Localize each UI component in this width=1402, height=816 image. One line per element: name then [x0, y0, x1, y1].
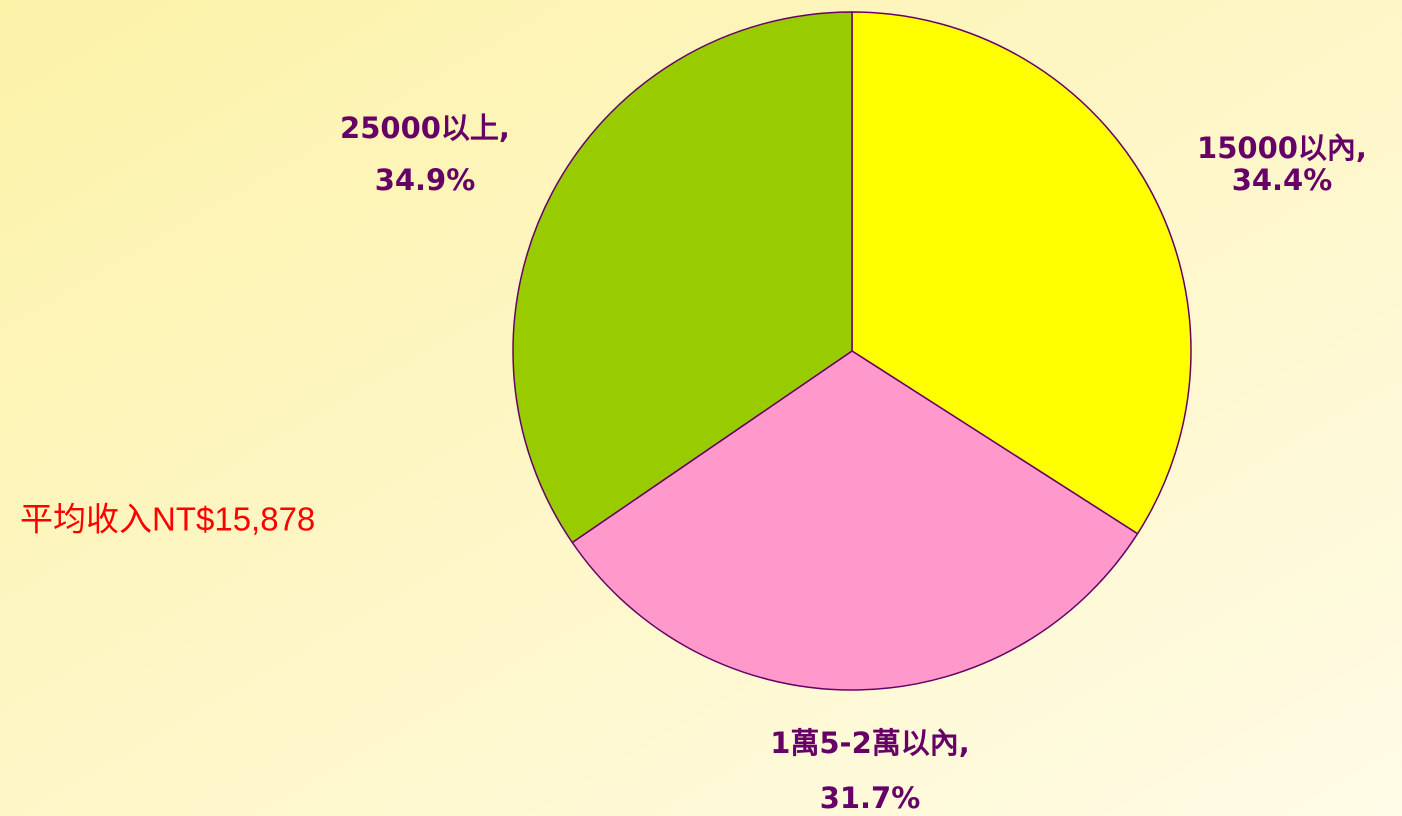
- slice-value-label: 34.9%: [375, 163, 476, 197]
- pie-slice: [512, 11, 853, 544]
- slice-label: 25000以上,: [340, 111, 510, 145]
- slice-value-label: 34.4%: [1232, 163, 1333, 197]
- slice-label: 15000以內,: [1197, 131, 1367, 165]
- annotation: 平均收入NT$15,878: [20, 501, 315, 538]
- slice-value-label: 31.7%: [820, 781, 921, 815]
- pie-slice: [851, 11, 1192, 535]
- pie-slice: [571, 350, 1139, 691]
- slice-label: 1萬5-2萬以內,: [770, 726, 970, 760]
